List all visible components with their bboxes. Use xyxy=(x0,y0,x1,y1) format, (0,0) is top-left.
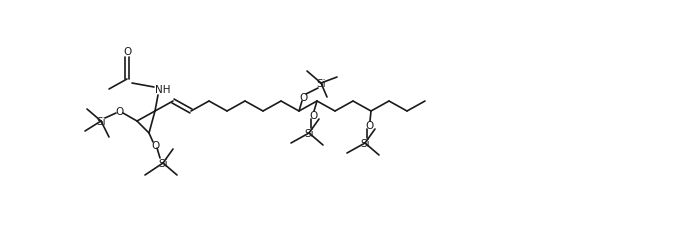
Text: Si: Si xyxy=(96,116,106,126)
Text: O: O xyxy=(299,93,307,103)
Text: O: O xyxy=(115,106,123,116)
Text: NH: NH xyxy=(155,85,171,94)
Text: Si: Si xyxy=(360,138,370,148)
Text: Si: Si xyxy=(158,158,168,168)
Text: O: O xyxy=(151,140,159,150)
Text: O: O xyxy=(123,47,131,57)
Text: Si: Si xyxy=(316,79,326,89)
Text: O: O xyxy=(309,110,317,121)
Text: Si: Si xyxy=(304,128,314,138)
Text: O: O xyxy=(365,121,373,131)
